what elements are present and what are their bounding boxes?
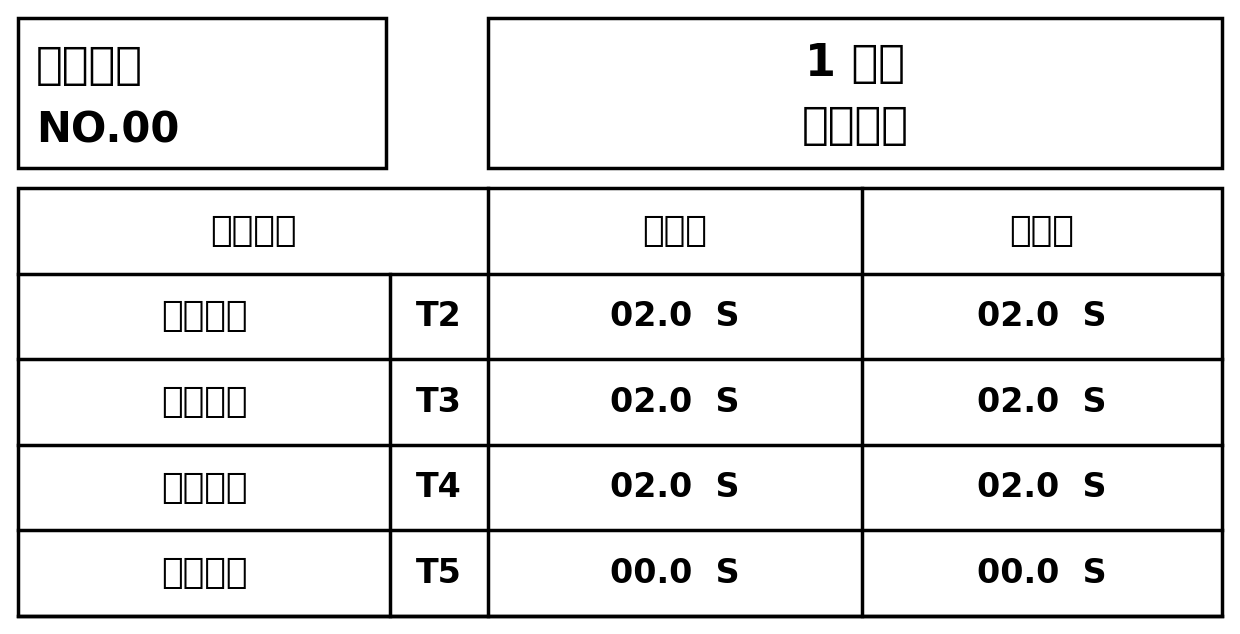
Text: T4: T4 [417,471,461,504]
Text: 设定选择: 设定选择 [210,214,296,248]
Text: 1 号机: 1 号机 [805,41,905,84]
Bar [19,188,1221,616]
Text: 00.0  S: 00.0 S [977,557,1107,590]
Text: 初始停留: 初始停留 [161,299,247,333]
Text: T3: T3 [417,385,463,418]
Text: NO.00: NO.00 [36,110,180,152]
Text: 排气停留: 排气停留 [161,470,247,505]
Text: 02.0  S: 02.0 S [610,385,740,418]
Bar [19,18,386,168]
Text: 02.0  S: 02.0 S [977,471,1107,504]
Text: 模具记忆: 模具记忆 [36,44,143,87]
Text: 转射计时: 转射计时 [161,556,247,590]
Text: 02.0  S: 02.0 S [977,385,1107,418]
Text: 02.0  S: 02.0 S [610,300,740,333]
Text: 00.0  S: 00.0 S [610,557,740,590]
Text: T2: T2 [417,300,461,333]
Text: 02.0  S: 02.0 S [977,300,1107,333]
Text: 排气长度: 排气长度 [161,385,247,419]
Text: T5: T5 [417,557,463,590]
Text: 设定値: 设定値 [1009,214,1074,248]
Text: 实验値: 实验値 [642,214,708,248]
Text: 时间设定: 时间设定 [801,105,909,148]
Text: 02.0  S: 02.0 S [610,471,740,504]
Bar [489,18,1221,168]
